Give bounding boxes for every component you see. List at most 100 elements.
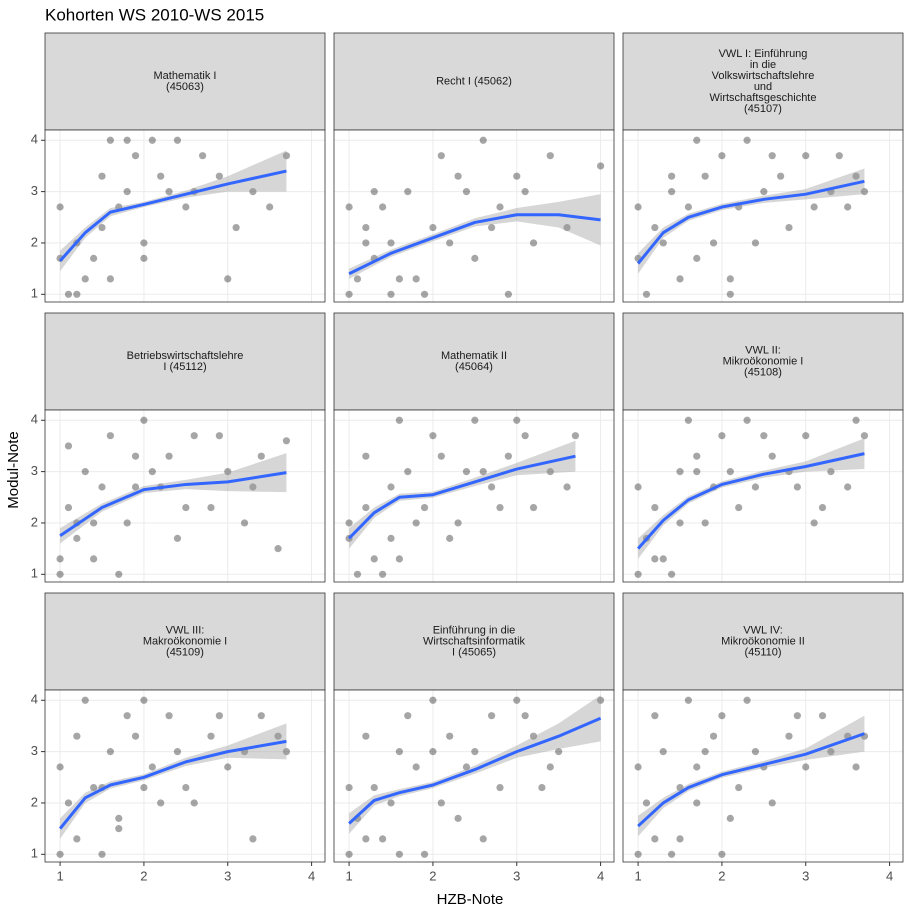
point <box>768 799 776 807</box>
point <box>353 275 362 283</box>
point <box>370 555 378 563</box>
strip-label: (45107) <box>744 103 782 115</box>
point <box>718 432 726 440</box>
point <box>726 275 734 283</box>
figure-title: Kohorten WS 2010-WS 2015 <box>45 5 264 24</box>
point <box>165 188 173 196</box>
point <box>140 254 148 262</box>
strip-label: Betriebswirtschaftslehre <box>127 350 244 362</box>
point <box>362 239 370 247</box>
point <box>106 432 114 440</box>
point <box>420 850 429 858</box>
point <box>454 519 462 527</box>
point <box>634 570 642 578</box>
point <box>131 732 140 740</box>
point <box>140 783 148 792</box>
strip-label: Einführung in die <box>433 624 516 636</box>
point <box>395 275 403 283</box>
point <box>90 254 98 262</box>
point <box>810 203 818 211</box>
point <box>521 712 529 720</box>
point <box>90 519 98 527</box>
point <box>379 203 387 211</box>
x-tick-label: 3 <box>802 868 809 883</box>
point <box>446 732 454 740</box>
y-tick-label: 2 <box>31 234 38 249</box>
point <box>90 555 98 563</box>
point <box>777 172 785 180</box>
point <box>64 503 73 512</box>
point <box>726 468 734 476</box>
point <box>362 732 370 740</box>
point <box>73 835 81 843</box>
point <box>353 570 362 578</box>
point <box>429 223 437 232</box>
point <box>634 483 642 491</box>
point <box>743 696 751 704</box>
point <box>106 136 114 144</box>
x-tick-label: 2 <box>429 868 436 883</box>
point <box>73 732 81 740</box>
point <box>651 712 659 720</box>
point <box>462 188 471 196</box>
strip-label: Mathematik I <box>154 70 217 82</box>
point <box>249 835 257 843</box>
strip-label: VWL III: <box>166 624 205 636</box>
smooth-line <box>636 452 865 550</box>
point <box>106 748 114 756</box>
point <box>362 503 370 512</box>
point <box>676 468 684 476</box>
point <box>215 432 223 440</box>
y-tick-label: 4 <box>31 412 38 427</box>
point <box>634 203 642 211</box>
point <box>437 452 445 460</box>
point <box>81 468 89 476</box>
strip-label: und <box>754 81 772 93</box>
y-axis-label: Modul-Note <box>5 431 22 509</box>
point <box>659 239 667 247</box>
point <box>73 534 81 542</box>
point <box>387 239 395 247</box>
point <box>73 290 81 298</box>
x-tick-label: 1 <box>56 868 63 883</box>
strip <box>44 312 326 411</box>
point <box>802 152 810 160</box>
point <box>395 555 403 563</box>
point <box>148 468 156 476</box>
point <box>852 416 860 424</box>
point <box>496 783 504 792</box>
point <box>282 437 291 445</box>
point <box>827 468 835 476</box>
point <box>224 763 232 771</box>
point <box>345 203 353 211</box>
panel <box>45 130 325 302</box>
point <box>131 152 140 160</box>
panel-border <box>44 409 326 583</box>
x-tick-label: 3 <box>224 868 231 883</box>
point <box>190 432 198 440</box>
point <box>709 239 718 247</box>
point <box>471 748 479 756</box>
y-tick-label: 1 <box>31 286 38 301</box>
panel-border <box>333 689 615 863</box>
point <box>207 732 215 740</box>
point <box>462 468 471 476</box>
point <box>140 696 148 704</box>
y-tick-label: 4 <box>31 692 38 707</box>
point <box>215 172 223 180</box>
point <box>362 223 370 232</box>
point <box>182 503 190 512</box>
point <box>395 850 403 858</box>
confidence-band <box>638 438 865 559</box>
point <box>513 696 521 704</box>
point <box>546 468 554 476</box>
point <box>693 254 701 262</box>
point <box>709 732 718 740</box>
x-tick-label: 1 <box>345 868 352 883</box>
point <box>98 223 106 232</box>
point <box>345 290 353 298</box>
point <box>735 783 743 792</box>
strip-label: Recht I (45062) <box>436 75 512 87</box>
point <box>274 545 282 553</box>
